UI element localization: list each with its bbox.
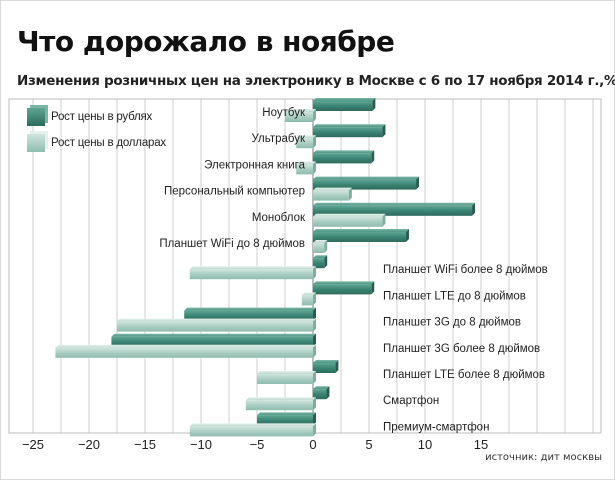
category-label: Электронная книга (204, 159, 305, 171)
legend-swatch-rub (27, 108, 45, 126)
bar-rub (313, 255, 328, 269)
category-label: Планшет LTE более 8 дюймов (383, 369, 545, 381)
category-labels: Ноутбук Ультрабук Электронная книга Персона… (159, 107, 547, 433)
bar-rub (313, 98, 376, 111)
category-label: Ноутбук (262, 107, 306, 119)
category-label: Премиум-смартфон (383, 421, 489, 433)
bars-layer (55, 98, 476, 437)
bar-rub (313, 124, 386, 138)
bar-usd (313, 213, 386, 227)
bar-usd (117, 318, 316, 332)
category-label: Планшет WiFi более 8 дюймов (383, 264, 548, 276)
bar-usd (55, 344, 317, 358)
bar-usd (189, 266, 316, 280)
bar-usd (257, 371, 316, 384)
bar-rub (313, 386, 330, 400)
category-label: Планшет 3G до 8 дюймов (383, 317, 521, 329)
legend-item-rub: Рост цены в рублях (27, 108, 152, 126)
category-label: Персональный компьютер (164, 186, 305, 198)
bar-usd (313, 240, 328, 253)
x-tick-label: 10 (418, 437, 432, 452)
category-label: Планшет LTE до 8 дюймов (383, 290, 526, 302)
bar-rub (313, 202, 476, 216)
chart-title: Что дорожало в ноябре (17, 25, 395, 58)
bar-usd (245, 397, 316, 411)
bar-rub (313, 229, 409, 242)
bar-rub (313, 150, 375, 164)
legend-item-usd: Рост цены в долларах (27, 134, 166, 152)
bar-rub (111, 333, 317, 347)
legend-label-usd: Рост цены в долларах (51, 137, 166, 149)
x-tick-label: −15 (134, 437, 156, 452)
chart-subtitle: Изменения розничных цен на электронику в… (17, 73, 615, 89)
bar-rub (257, 412, 316, 426)
category-label: Моноблок (252, 212, 306, 224)
bar-rub (184, 307, 316, 321)
x-tick-label: −5 (250, 437, 265, 452)
category-label: Планшет WiFi до 8 дюймов (159, 238, 305, 250)
x-tick-label: −25 (22, 437, 44, 452)
x-tick-labels: −25 −20 −15 −10 −5 0 5 10 15 (22, 437, 488, 452)
x-tick-label: 0 (309, 437, 316, 452)
bar-usd (313, 187, 352, 201)
bar-usd (296, 135, 316, 149)
bar-rub (313, 176, 420, 190)
legend-swatch-usd (27, 134, 45, 152)
x-tick-label: −20 (78, 437, 100, 452)
legend-label-rub: Рост цены в рублях (51, 111, 153, 123)
bar-rub (313, 281, 375, 295)
bar-usd (285, 109, 316, 122)
category-label: Планшет 3G более 8 дюймов (383, 343, 540, 355)
x-tick-label: −10 (190, 437, 212, 452)
bar-rub (313, 360, 339, 373)
bar-usd (301, 292, 316, 306)
source-note: источник: дит москвы (485, 452, 602, 463)
category-label: Смартфон (383, 395, 439, 407)
bar-usd (296, 161, 316, 175)
bar-usd (189, 423, 316, 437)
category-label: Ультрабук (251, 133, 305, 145)
x-tick-label: 5 (365, 437, 372, 452)
x-tick-label: 15 (474, 437, 488, 452)
